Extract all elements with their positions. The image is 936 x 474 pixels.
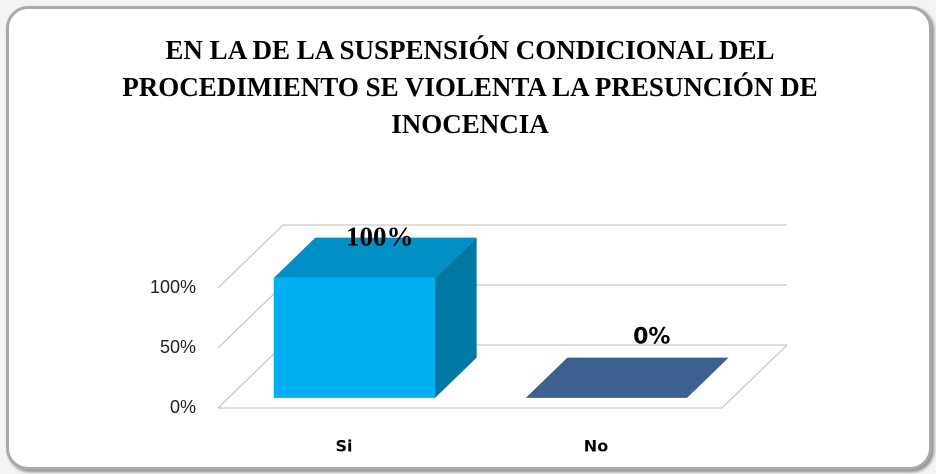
grid-line bbox=[217, 224, 787, 289]
y-tick-label: 50% bbox=[160, 337, 196, 357]
y-tick-label: 100% bbox=[150, 277, 196, 297]
x-tick-label: Si bbox=[335, 437, 352, 456]
bar-top bbox=[525, 357, 729, 398]
bar-front bbox=[273, 277, 436, 398]
data-label: 100% bbox=[346, 222, 414, 252]
chart-title: EN LA DE LA SUSPENSIÓN CONDICIONAL DEL P… bbox=[122, 35, 818, 139]
floor-edge bbox=[218, 344, 788, 409]
y-tick-label: 0% bbox=[170, 397, 196, 417]
x-tick-label: No bbox=[584, 437, 608, 456]
bar-side bbox=[435, 237, 477, 398]
bar-top bbox=[273, 237, 477, 278]
data-label: 0% bbox=[633, 324, 670, 349]
